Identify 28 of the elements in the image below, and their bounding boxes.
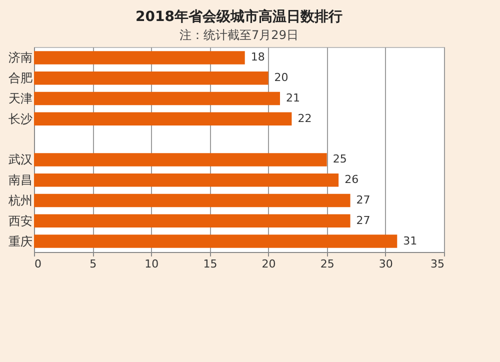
x-tick-label: 0 [34,258,42,270]
y-tick-label: 西安 [8,214,32,228]
data-label: 25 [332,152,347,166]
x-tick-label: 5 [90,258,97,270]
x-tick-label: 15 [203,258,218,270]
y-tick-label: 天津 [8,92,32,106]
x-tick-label: 10 [144,258,159,270]
x-tick-label: 30 [378,258,393,270]
y-tick-label: 合肥 [8,71,32,86]
y-tick-label: 南昌 [8,173,32,188]
x-tick-label: 35 [430,258,444,270]
data-label: 21 [286,92,300,105]
chart-title: 2018年省会级城市高温日数排行 [136,8,342,25]
y-tick-label: 重庆 [8,234,32,248]
data-label: 20 [274,71,288,84]
x-tick-label: 25 [320,258,334,270]
y-tick-label: 杭州 [8,193,32,208]
y-tick-label: 济南 [8,50,32,65]
data-label: 26 [344,173,359,186]
y-tick-label: 武汉 [8,152,32,167]
data-label: 27 [356,193,370,206]
data-label: 27 [356,214,370,227]
x-tick-label: 20 [262,258,276,270]
text: 注：统计截至7月29日 [180,28,298,42]
data-label: 31 [403,234,418,248]
data-label: 18 [250,50,265,64]
y-tick-label: 长沙 [8,112,32,126]
data-label: 22 [298,112,312,125]
